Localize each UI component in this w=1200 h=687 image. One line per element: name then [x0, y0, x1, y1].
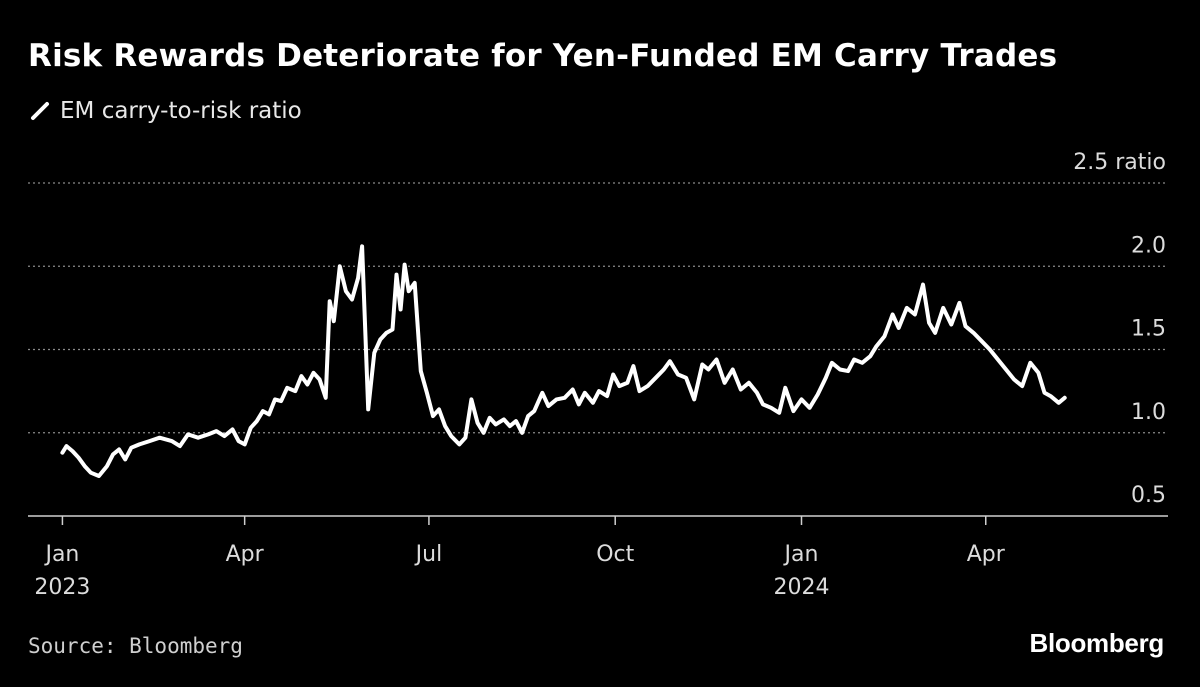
x-tick-label: Jul: [414, 542, 443, 567]
x-tick-year-label: 2023: [34, 575, 90, 600]
series-line-em-carry-to-risk: [60, 244, 1067, 478]
x-tick-label: Jan: [783, 542, 819, 567]
y-tick-label: 2.0: [1131, 233, 1166, 258]
source-note: Source: Bloomberg: [28, 634, 243, 658]
legend: EM carry-to-risk ratio: [30, 98, 302, 124]
x-tick-label: Apr: [226, 542, 265, 567]
x-tick-label: Oct: [596, 542, 634, 567]
x-tick-year-label: 2024: [773, 575, 829, 600]
x-tick-label: Apr: [967, 542, 1006, 567]
y-tick-label: 1.0: [1131, 400, 1166, 425]
legend-label: EM carry-to-risk ratio: [60, 98, 302, 124]
chart-title: Risk Rewards Deteriorate for Yen-Funded …: [28, 38, 1058, 74]
y-tick-label: 1.5: [1131, 317, 1166, 342]
bloomberg-logo: Bloomberg: [1029, 628, 1164, 658]
x-tick-label: Jan: [43, 542, 79, 567]
legend-line-swatch: [30, 101, 50, 121]
y-tick-label: 0.5: [1131, 483, 1166, 508]
y-tick-label: 2.5 ratio: [1073, 150, 1166, 175]
